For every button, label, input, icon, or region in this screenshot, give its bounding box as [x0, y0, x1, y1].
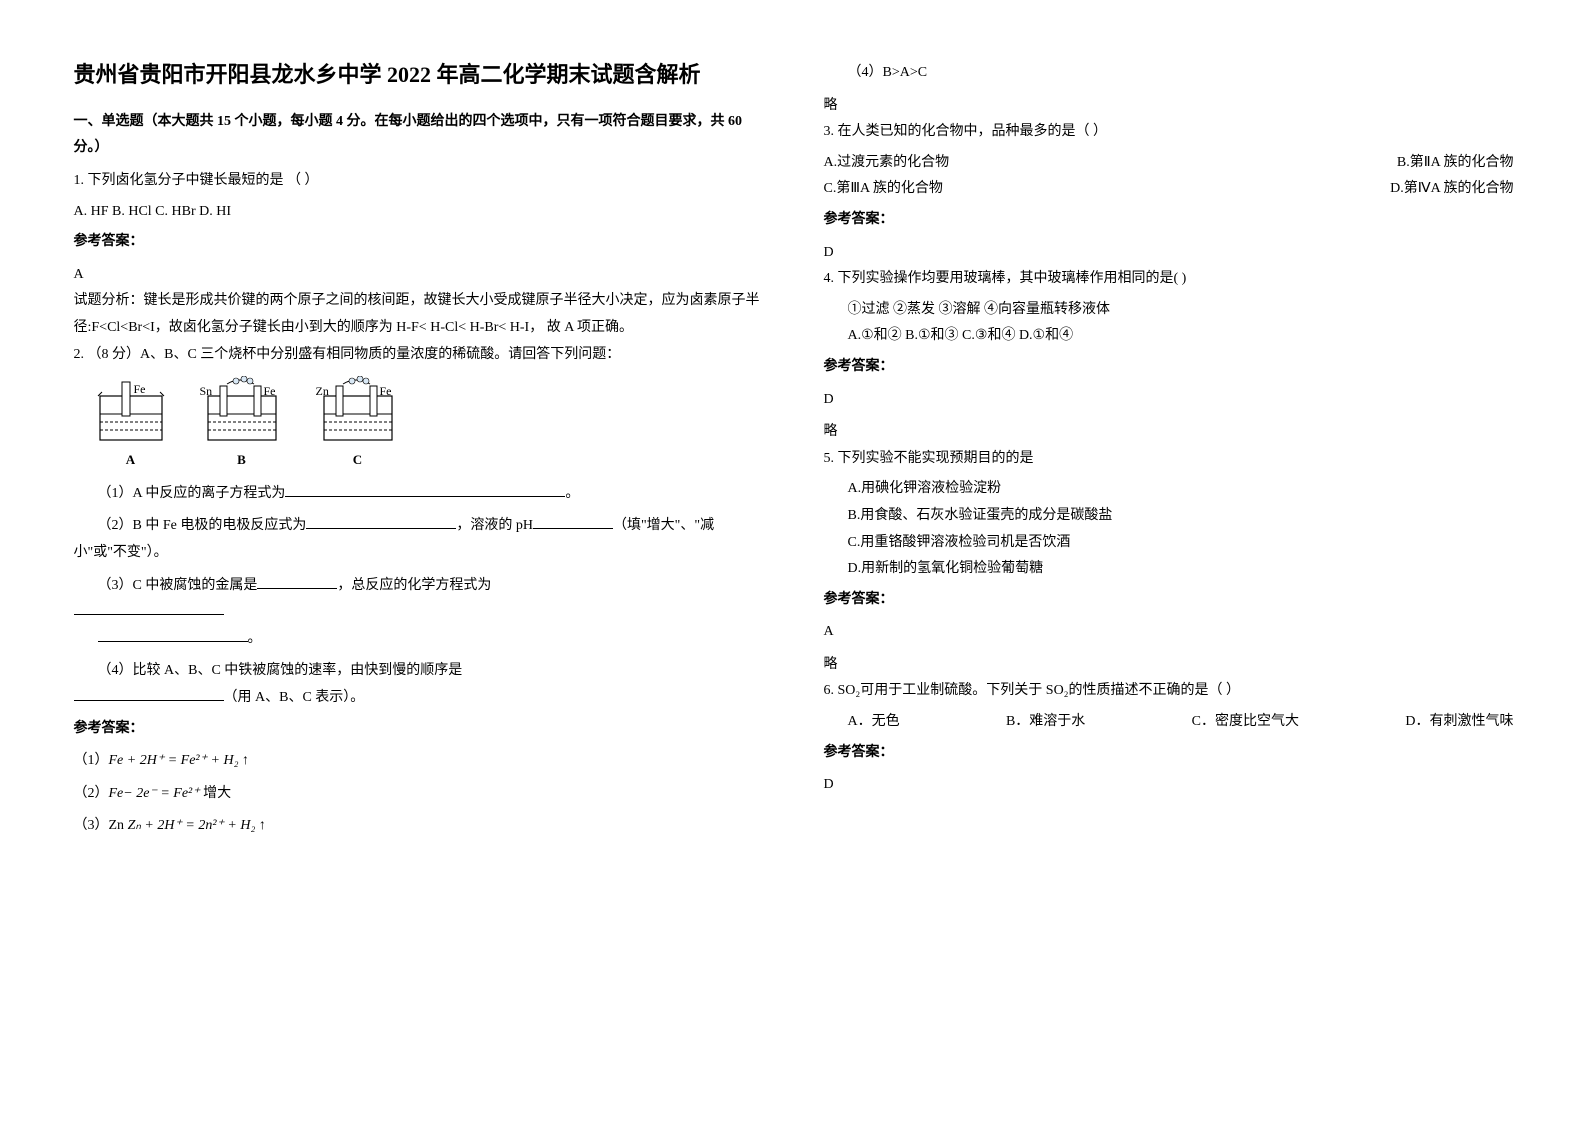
- beaker-a: Fe A: [92, 376, 170, 473]
- q1-answer: A: [74, 262, 764, 289]
- q6-answer: D: [824, 772, 1514, 799]
- q2-brief: 略: [824, 93, 1514, 120]
- q3-stem: 3. 在人类已知的化合物中，品种最多的是（ ）: [824, 119, 1514, 146]
- q1-options: A. HF B. HCl C. HBr D. HI: [74, 199, 764, 226]
- q2-p3a: （3）C 中被腐蚀的金属是: [98, 578, 258, 593]
- q4-brief: 略: [824, 419, 1514, 446]
- q3-optD: D.第ⅣA 族的化合物: [1390, 176, 1513, 203]
- q2-a3-pre: （3）Zn: [74, 818, 128, 833]
- q2-a3: （3）Zn Zₙ + 2H⁺ = 2n²⁺ + H₂ ↑: [74, 813, 764, 840]
- beaker-b-label: B: [237, 448, 246, 473]
- q6-D: D．有刺激性气味: [1405, 709, 1513, 736]
- q2-a1: （1）Fe + 2H⁺ = Fe²⁺ + H₂ ↑: [74, 748, 764, 775]
- beaker-a-label: A: [126, 448, 135, 473]
- q2-a2-pre: （2）: [74, 786, 109, 801]
- blank: [98, 628, 248, 642]
- beaker-a-fe-label: Fe: [134, 378, 146, 401]
- q4-options: A.①和② B.①和③ C.③和④ D.①和④: [824, 323, 1514, 350]
- q4-stem: 4. 下列实验操作均要用玻璃棒，其中玻璃棒作用相同的是( ): [824, 266, 1514, 293]
- q6-stem: 6. SO₂可用于工业制硫酸。下列关于 SO₂的性质描述不正确的是（ ）: [824, 678, 1514, 705]
- q2-stem: 2. （8 分）A、B、C 三个烧杯中分别盛有相同物质的量浓度的稀硫酸。请回答下…: [74, 342, 764, 369]
- q2-p1-row: （1）A 中反应的离子方程式为 。: [74, 481, 764, 508]
- q2-p4b: （用 A、B、C 表示）。: [224, 690, 365, 705]
- blank: [257, 575, 337, 589]
- q1-answer-label: 参考答案：: [74, 229, 764, 256]
- blank: [74, 601, 224, 615]
- q4-answer: D: [824, 387, 1514, 414]
- q6-B: B．难溶于水: [1006, 709, 1085, 736]
- beaker-c: Zn Fe C: [314, 376, 402, 473]
- blank: [533, 515, 613, 529]
- blank: [74, 687, 224, 701]
- q3-optC: C.第ⅢA 族的化合物: [824, 176, 943, 203]
- section-heading: 一、单选题（本大题共 15 个小题，每小题 4 分。在每小题给出的四个选项中，只…: [74, 109, 764, 162]
- q5-answer: A: [824, 619, 1514, 646]
- q5-D: D.用新制的氢氧化铜检验葡萄糖: [824, 556, 1514, 583]
- q1-stem: 1. 下列卤化氢分子中键长最短的是 （ ）: [74, 168, 764, 195]
- left-column: 贵州省贵阳市开阳县龙水乡中学 2022 年高二化学期末试题含解析 一、单选题（本…: [74, 60, 764, 1062]
- beaker-a-svg: [92, 376, 170, 446]
- q3-answer-label: 参考答案：: [824, 207, 1514, 234]
- q3-row2: C.第ⅢA 族的化合物 D.第ⅣA 族的化合物: [824, 176, 1514, 203]
- q2-a4: （4）B>A>C: [824, 60, 1514, 87]
- beaker-diagrams: Fe A Sn: [92, 376, 764, 473]
- blank: [306, 515, 456, 529]
- q3-optA: A.过渡元素的化合物: [824, 150, 950, 177]
- q2-a2: （2）Fe− 2e⁻ = Fe²⁺ 增大: [74, 781, 764, 808]
- q2-p1-end: 。: [565, 486, 579, 501]
- q3-optB: B.第ⅡA 族的化合物: [1397, 150, 1514, 177]
- q2-a1-formula: Fe + 2H⁺ = Fe²⁺ + H₂ ↑: [109, 753, 249, 768]
- q2-p1: （1）A 中反应的离子方程式为: [98, 486, 286, 501]
- q3-answer: D: [824, 240, 1514, 267]
- q2-p2-row: （2）B 中 Fe 电极的电极反应式为，溶液的 pH（填"增大"、"减小"或"不…: [74, 513, 764, 566]
- q6-opts: A．无色 B．难溶于水 C．密度比空气大 D．有刺激性气味: [824, 709, 1514, 736]
- q2-a2-formula: Fe− 2e⁻ = Fe²⁺: [109, 786, 200, 801]
- q5-B: B.用食酸、石灰水验证蛋壳的成分是碳酸盐: [824, 503, 1514, 530]
- q5-C: C.用重铬酸钾溶液检验司机是否饮酒: [824, 530, 1514, 557]
- q2-p3b: ，总反应的化学方程式为: [337, 578, 491, 593]
- q6-answer-label: 参考答案：: [824, 740, 1514, 767]
- q2-p2b: ，溶液的 pH: [456, 518, 533, 533]
- q4-row: ①过滤 ②蒸发 ③溶解 ④向容量瓶转移液体: [824, 297, 1514, 324]
- q1-explanation: 试题分析：键长是形成共价键的两个原子之间的核间距，故键长大小受成键原子半径大小决…: [74, 288, 764, 341]
- beaker-c-label: C: [353, 448, 362, 473]
- page-container: 贵州省贵阳市开阳县龙水乡中学 2022 年高二化学期末试题含解析 一、单选题（本…: [74, 60, 1514, 1062]
- q2-p4a: （4）比较 A、B、C 中铁被腐蚀的速率，由快到慢的顺序是: [98, 663, 463, 678]
- q5-stem: 5. 下列实验不能实现预期目的的是: [824, 446, 1514, 473]
- beaker-c-fe-label: Fe: [380, 380, 392, 403]
- q2-answer-label: 参考答案：: [74, 716, 764, 743]
- q2-p3-end: 。: [248, 631, 262, 646]
- beaker-c-zn-label: Zn: [316, 380, 329, 403]
- q6-C: C．密度比空气大: [1192, 709, 1299, 736]
- beaker-b-fe-label: Fe: [264, 380, 276, 403]
- q3-row1: A.过渡元素的化合物 B.第ⅡA 族的化合物: [824, 150, 1514, 177]
- q4-answer-label: 参考答案：: [824, 354, 1514, 381]
- q2-p3-row: （3）C 中被腐蚀的金属是 ，总反应的化学方程式为: [74, 573, 764, 600]
- beaker-b-sn-label: Sn: [200, 380, 213, 403]
- q2-p4-row: （4）比较 A、B、C 中铁被腐蚀的速率，由快到慢的顺序是: [74, 658, 764, 685]
- q5-A: A.用碘化钾溶液检验淀粉: [824, 476, 1514, 503]
- beaker-b: Sn Fe B: [198, 376, 286, 473]
- exam-title: 贵州省贵阳市开阳县龙水乡中学 2022 年高二化学期末试题含解析: [74, 60, 764, 91]
- q6-A: A．无色: [848, 709, 900, 736]
- right-column: （4）B>A>C 略 3. 在人类已知的化合物中，品种最多的是（ ） A.过渡元…: [824, 60, 1514, 1062]
- blank: [285, 483, 565, 497]
- q5-brief: 略: [824, 652, 1514, 679]
- q2-a2-post: 增大: [200, 786, 232, 801]
- q2-a1-pre: （1）: [74, 753, 109, 768]
- q2-p2a: （2）B 中 Fe 电极的电极反应式为: [74, 518, 307, 533]
- q2-a3-formula: Zₙ + 2H⁺ = 2n²⁺ + H₂ ↑: [128, 818, 266, 833]
- q5-answer-label: 参考答案：: [824, 587, 1514, 614]
